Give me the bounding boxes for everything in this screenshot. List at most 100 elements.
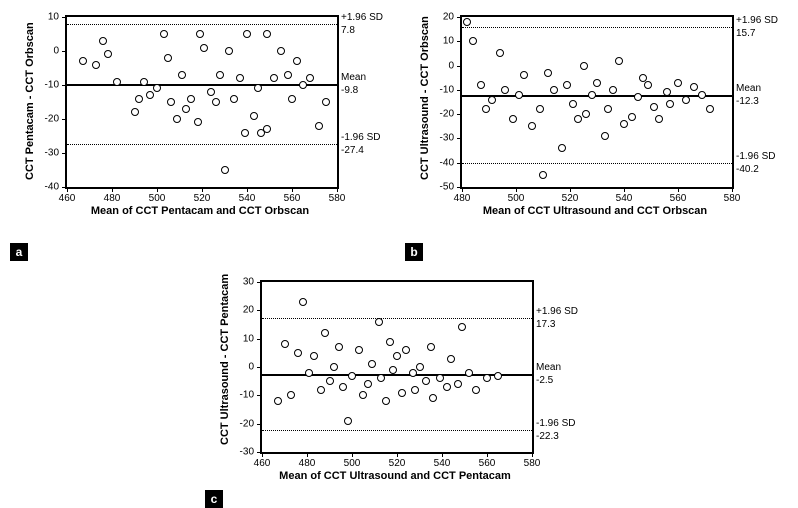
data-point: [411, 386, 419, 394]
xlabel-a: Mean of CCT Pentacam and CCT Orbscan: [65, 205, 335, 217]
data-point: [326, 377, 334, 385]
panel-c: 460480500520540560580-30-20-100102030+1.…: [205, 270, 585, 505]
data-point: [463, 18, 471, 26]
reference-line: [262, 374, 532, 376]
data-point: [92, 61, 100, 69]
data-point: [200, 44, 208, 52]
figure: 460480500520540560580-40-30-20-10010+1.9…: [0, 0, 798, 507]
reference-value: -22.3: [536, 431, 559, 442]
data-point: [167, 98, 175, 106]
xtick-label: 500: [508, 193, 525, 204]
data-point: [604, 105, 612, 113]
data-point: [539, 171, 547, 179]
data-point: [79, 57, 87, 65]
data-point: [615, 57, 623, 65]
data-point: [263, 125, 271, 133]
data-point: [690, 83, 698, 91]
data-point: [359, 391, 367, 399]
data-point: [187, 95, 195, 103]
reference-line: [262, 318, 532, 319]
data-point: [698, 91, 706, 99]
data-point: [287, 391, 295, 399]
xtick-label: 560: [284, 193, 301, 204]
data-point: [469, 37, 477, 45]
xtick-label: 520: [389, 458, 406, 469]
data-point: [299, 298, 307, 306]
data-point: [131, 108, 139, 116]
data-point: [674, 79, 682, 87]
ytick-label: -50: [424, 182, 454, 193]
data-point: [663, 88, 671, 96]
data-point: [375, 318, 383, 326]
data-point: [305, 369, 313, 377]
data-point: [135, 95, 143, 103]
data-point: [196, 30, 204, 38]
data-point: [173, 115, 181, 123]
data-point: [443, 383, 451, 391]
ytick-label: -40: [29, 182, 59, 193]
panel-label-c: c: [205, 490, 223, 508]
data-point: [274, 397, 282, 405]
data-point: [225, 47, 233, 55]
reference-value: -12.3: [736, 96, 759, 107]
data-point: [458, 323, 466, 331]
reference-line: [67, 24, 337, 25]
data-point: [299, 81, 307, 89]
data-point: [288, 95, 296, 103]
data-point: [178, 71, 186, 79]
data-point: [550, 86, 558, 94]
xtick-label: 520: [194, 193, 211, 204]
reference-label: Mean: [736, 83, 761, 94]
xlabel-b: Mean of CCT Ultrasound and CCT Orbscan: [460, 205, 730, 217]
plot-area-c: 460480500520540560580-30-20-100102030+1.…: [260, 280, 534, 454]
data-point: [317, 386, 325, 394]
data-point: [310, 352, 318, 360]
xtick-label: 480: [454, 193, 471, 204]
xtick-label: 580: [724, 193, 741, 204]
xtick-label: 580: [524, 458, 541, 469]
data-point: [706, 105, 714, 113]
data-point: [569, 100, 577, 108]
xtick-label: 580: [329, 193, 346, 204]
data-point: [488, 96, 496, 104]
reference-line: [67, 84, 337, 86]
data-point: [580, 62, 588, 70]
reference-line: [462, 27, 732, 28]
data-point: [140, 78, 148, 86]
reference-value: 7.8: [341, 25, 355, 36]
data-point: [601, 132, 609, 140]
data-point: [216, 71, 224, 79]
data-point: [389, 366, 397, 374]
xtick-label: 500: [344, 458, 361, 469]
reference-value: 17.3: [536, 319, 555, 330]
data-point: [544, 69, 552, 77]
data-point: [221, 166, 229, 174]
reference-line: [262, 430, 532, 431]
data-point: [429, 394, 437, 402]
reference-value: -9.8: [341, 85, 358, 96]
data-point: [344, 417, 352, 425]
data-point: [182, 105, 190, 113]
panel-label-b: b: [405, 243, 423, 261]
data-point: [339, 383, 347, 391]
data-point: [281, 340, 289, 348]
data-point: [230, 95, 238, 103]
data-point: [241, 129, 249, 137]
data-point: [447, 355, 455, 363]
data-point: [212, 98, 220, 106]
data-point: [666, 100, 674, 108]
ytick-label: 10: [29, 12, 59, 23]
data-point: [293, 57, 301, 65]
data-point: [465, 369, 473, 377]
data-point: [236, 74, 244, 82]
data-point: [146, 91, 154, 99]
data-point: [250, 112, 258, 120]
data-point: [496, 49, 504, 57]
data-point: [536, 105, 544, 113]
xtick-label: 500: [149, 193, 166, 204]
plot-area-b: 480500520540560580-50-40-30-20-1001020+1…: [460, 15, 734, 189]
xtick-label: 480: [299, 458, 316, 469]
data-point: [509, 115, 517, 123]
reference-label: -1.96 SD: [341, 132, 380, 143]
data-point: [483, 374, 491, 382]
